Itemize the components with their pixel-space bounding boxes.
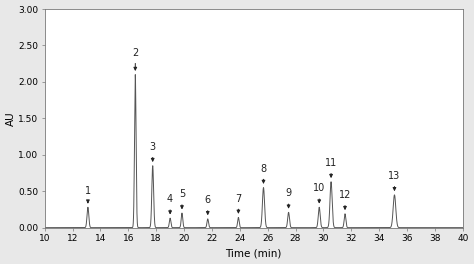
Y-axis label: AU: AU xyxy=(6,111,16,126)
Text: 2: 2 xyxy=(132,48,138,70)
Text: 9: 9 xyxy=(285,188,292,208)
Text: 5: 5 xyxy=(179,189,185,209)
Text: 1: 1 xyxy=(85,186,91,203)
Text: 3: 3 xyxy=(150,142,156,161)
Text: 10: 10 xyxy=(313,183,325,203)
X-axis label: Time (min): Time (min) xyxy=(226,248,282,258)
Text: 11: 11 xyxy=(325,158,337,177)
Text: 7: 7 xyxy=(235,194,242,213)
Text: 13: 13 xyxy=(388,171,401,190)
Text: 8: 8 xyxy=(260,164,266,183)
Text: 6: 6 xyxy=(205,195,211,214)
Text: 4: 4 xyxy=(167,194,173,214)
Text: 12: 12 xyxy=(339,190,351,209)
